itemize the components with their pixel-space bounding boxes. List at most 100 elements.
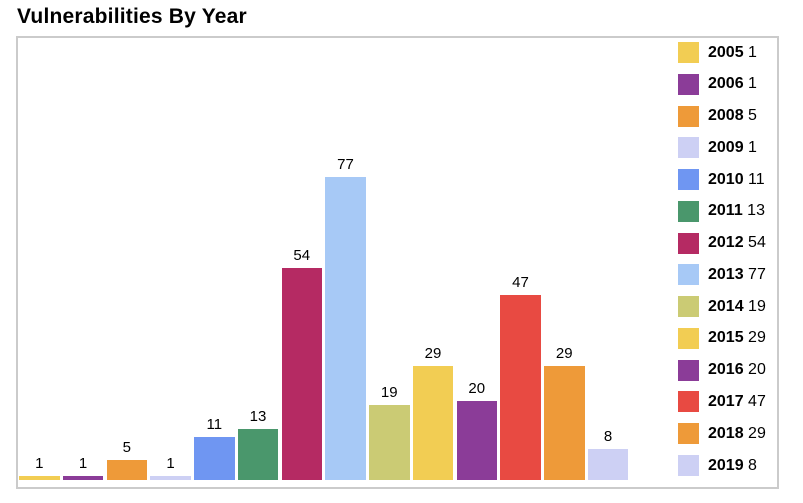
legend-text-2012: 2012 54	[708, 234, 766, 252]
legend-year-label: 2012	[708, 234, 744, 252]
legend-value-label: 77	[743, 265, 766, 283]
legend-value-label: 5	[743, 107, 757, 125]
legend-item-2015[interactable]: 2015 29	[678, 327, 766, 349]
legend-text-2009: 2009 1	[708, 139, 757, 157]
bar-value-label-2015: 29	[424, 345, 442, 363]
legend-value-label: 1	[743, 75, 757, 93]
legend-text-2018: 2018 29	[708, 425, 766, 443]
bar-value-label-2009: 1	[166, 455, 175, 472]
bar-2012[interactable]	[281, 267, 322, 480]
legend-year-label: 2017	[708, 392, 744, 410]
legend-value-label: 1	[743, 138, 757, 156]
legend-swatch-2012	[678, 232, 699, 254]
legend-text-2019: 2019 8	[708, 457, 757, 475]
bar-value-label-2016: 20	[468, 380, 486, 398]
bar-value-label-2011: 13	[249, 407, 267, 425]
legend-value-label: 47	[743, 392, 766, 410]
bar-2016[interactable]	[456, 401, 497, 480]
legend-item-2018[interactable]: 2018 29	[678, 423, 766, 445]
bar-2010[interactable]	[194, 436, 235, 480]
legend-text-2006: 2006 1	[708, 75, 757, 93]
legend-text-2014: 2014 19	[708, 298, 766, 316]
legend-year-label: 2006	[708, 75, 744, 93]
legend-swatch-2010	[678, 169, 699, 191]
legend-swatch-2013	[678, 264, 699, 286]
legend-item-2019[interactable]: 2019 8	[678, 455, 757, 476]
legend-value-label: 54	[743, 234, 766, 252]
bar-value-label-2008: 5	[122, 439, 131, 457]
legend-item-2008[interactable]: 2008 5	[678, 105, 757, 127]
legend-year-label: 2018	[708, 424, 744, 442]
legend-item-2011[interactable]: 2011 13	[678, 200, 765, 222]
bar-2015[interactable]	[412, 366, 454, 480]
bar-2011[interactable]	[237, 428, 279, 480]
legend-swatch-2018	[678, 423, 699, 445]
legend-swatch-2019	[678, 455, 699, 476]
legend-item-2010[interactable]: 2010 11	[678, 169, 765, 191]
bar-2008[interactable]	[106, 460, 147, 480]
bar-2005[interactable]	[19, 476, 60, 480]
bar-2006[interactable]	[62, 476, 104, 480]
legend-swatch-2015	[678, 327, 699, 349]
page-title: Vulnerabilities By Year	[17, 5, 247, 28]
legend-item-2017[interactable]: 2017 47	[678, 391, 766, 413]
legend-value-label: 19	[743, 297, 766, 315]
legend-value-label: 29	[743, 424, 766, 442]
legend-item-2012[interactable]: 2012 54	[678, 232, 766, 254]
legend-year-label: 2005	[708, 43, 744, 61]
chart-box: 1 1 5 1 11 13 54 77 19 29 20 47 29 8 2005 1 2006 1 2008…	[16, 36, 779, 489]
legend-swatch-2016	[678, 359, 699, 381]
legend-text-2015: 2015 29	[708, 329, 766, 347]
legend-value-label: 8	[743, 456, 757, 474]
bar-2014[interactable]	[369, 405, 410, 480]
legend-text-2013: 2013 77	[708, 266, 766, 284]
legend-year-label: 2015	[708, 329, 744, 347]
bar-value-label-2010: 11	[206, 415, 223, 433]
bar-value-label-2017: 47	[512, 274, 529, 292]
bar-value-label-2019: 8	[603, 427, 613, 445]
legend-item-2005[interactable]: 2005 1	[678, 42, 757, 63]
legend-swatch-2014	[678, 296, 699, 318]
legend-item-2006[interactable]: 2006 1	[678, 73, 757, 95]
legend-year-label: 2009	[708, 138, 744, 156]
legend-swatch-2005	[678, 42, 699, 63]
legend-swatch-2006	[678, 73, 699, 95]
legend-text-2017: 2017 47	[708, 393, 766, 411]
legend-item-2009[interactable]: 2009 1	[678, 137, 757, 159]
legend-value-label: 11	[743, 170, 765, 188]
legend-text-2010: 2010 11	[708, 171, 765, 189]
legend-text-2005: 2005 1	[708, 44, 757, 62]
bar-value-label-2018: 29	[555, 345, 573, 363]
bar-2019[interactable]	[587, 448, 629, 480]
legend-item-2014[interactable]: 2014 19	[678, 296, 766, 318]
bar-2013[interactable]	[325, 177, 366, 480]
legend-year-label: 2008	[708, 107, 744, 125]
bar-value-label-2012: 54	[293, 246, 311, 264]
plot-area: 1 1 5 1 11 13 54 77 19 29 20 47 29 8	[18, 38, 777, 487]
legend-year-label: 2013	[708, 265, 744, 283]
bar-2018[interactable]	[544, 366, 585, 480]
legend-value-label: 20	[743, 361, 766, 379]
legend-swatch-2009	[678, 137, 699, 159]
bar-value-label-2005: 1	[35, 455, 44, 472]
legend-swatch-2008	[678, 105, 699, 127]
legend-year-label: 2011	[708, 202, 743, 220]
bar-value-label-2006: 1	[78, 455, 88, 472]
legend-value-label: 1	[743, 43, 757, 61]
legend-year-label: 2016	[708, 361, 744, 379]
legend-item-2013[interactable]: 2013 77	[678, 264, 766, 286]
legend-swatch-2017	[678, 391, 699, 413]
bar-value-label-2014: 19	[380, 384, 398, 402]
legend-value-label: 29	[743, 329, 766, 347]
legend-year-label: 2010	[708, 170, 744, 188]
legend-text-2016: 2016 20	[708, 361, 766, 379]
legend-value-label: 13	[742, 202, 765, 220]
legend-swatch-2011	[678, 200, 699, 222]
legend-year-label: 2019	[708, 456, 744, 474]
bar-2017[interactable]	[500, 295, 541, 480]
bar-value-label-2013: 77	[337, 156, 354, 174]
legend-text-2008: 2008 5	[708, 107, 757, 125]
bar-2009[interactable]	[150, 476, 191, 480]
legend-item-2016[interactable]: 2016 20	[678, 359, 766, 381]
